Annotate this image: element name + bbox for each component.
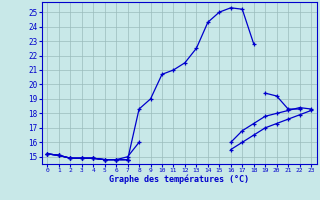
- X-axis label: Graphe des températures (°C): Graphe des températures (°C): [109, 175, 249, 184]
